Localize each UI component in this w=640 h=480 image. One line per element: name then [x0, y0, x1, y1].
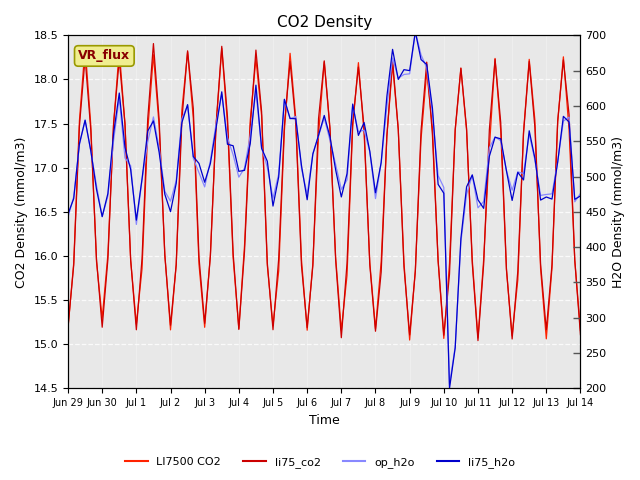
op_h2o	[360, 127, 368, 133]
li75_co2	[201, 321, 209, 326]
Legend: LI7500 CO2, li75_co2, op_h2o, li75_h2o: LI7500 CO2, li75_co2, op_h2o, li75_h2o	[121, 452, 519, 472]
LI7500 CO2	[508, 333, 516, 338]
LI7500 CO2	[201, 324, 209, 330]
li75_h2o	[577, 193, 584, 199]
op_h2o	[127, 163, 134, 168]
op_h2o	[195, 170, 203, 176]
op_h2o	[64, 215, 72, 220]
li75_h2o	[412, 29, 419, 35]
Line: li75_h2o: li75_h2o	[68, 32, 580, 388]
li75_co2	[64, 324, 72, 330]
LI7500 CO2	[571, 257, 579, 263]
li75_co2	[577, 332, 584, 337]
LI7500 CO2	[81, 44, 89, 49]
Line: LI7500 CO2: LI7500 CO2	[68, 47, 580, 340]
LI7500 CO2	[132, 321, 140, 327]
li75_h2o	[127, 167, 134, 172]
LI7500 CO2	[406, 337, 413, 343]
li75_h2o	[360, 120, 368, 125]
op_h2o	[508, 187, 516, 193]
li75_h2o	[195, 160, 203, 166]
X-axis label: Time: Time	[309, 414, 340, 427]
op_h2o	[445, 382, 453, 387]
li75_co2	[474, 338, 482, 344]
op_h2o	[184, 103, 191, 108]
li75_h2o	[508, 198, 516, 204]
Line: li75_co2: li75_co2	[68, 44, 580, 341]
Title: CO2 Density: CO2 Density	[276, 15, 372, 30]
Line: op_h2o: op_h2o	[68, 32, 580, 384]
li75_co2	[366, 262, 374, 268]
li75_h2o	[571, 196, 579, 202]
Text: VR_flux: VR_flux	[78, 49, 131, 62]
op_h2o	[571, 199, 579, 204]
li75_co2	[189, 106, 197, 111]
LI7500 CO2	[366, 260, 374, 265]
Y-axis label: CO2 Density (mmol/m3): CO2 Density (mmol/m3)	[15, 136, 28, 288]
li75_co2	[127, 257, 134, 263]
Y-axis label: H2O Density (mmol/m3): H2O Density (mmol/m3)	[612, 136, 625, 288]
LI7500 CO2	[189, 115, 197, 121]
LI7500 CO2	[64, 325, 72, 331]
LI7500 CO2	[577, 327, 584, 333]
li75_co2	[150, 41, 157, 47]
li75_h2o	[184, 102, 191, 108]
li75_h2o	[64, 211, 72, 216]
li75_h2o	[445, 385, 453, 391]
li75_co2	[508, 336, 516, 342]
li75_co2	[571, 257, 579, 263]
op_h2o	[412, 29, 419, 35]
op_h2o	[577, 191, 584, 196]
